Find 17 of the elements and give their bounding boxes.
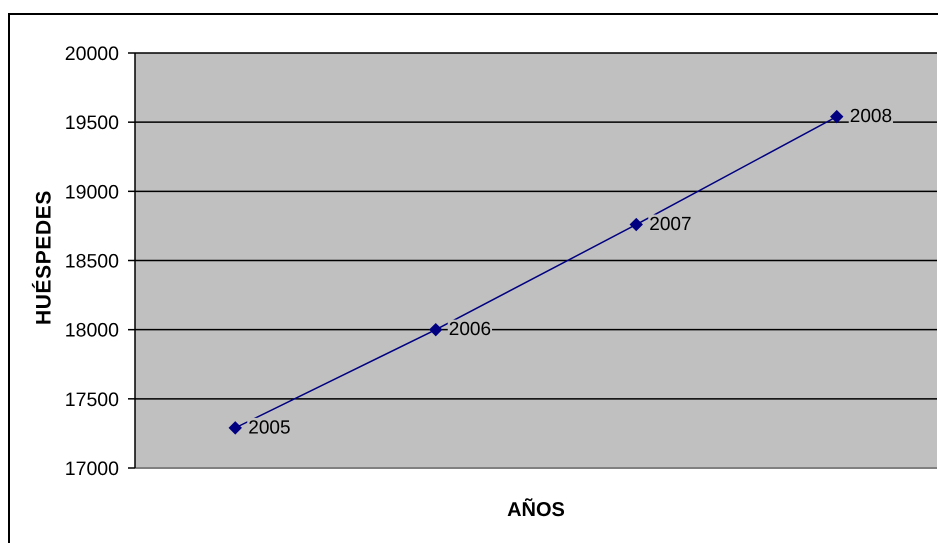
x-tick-label: 2008 [850, 106, 892, 128]
point [228, 421, 242, 434]
x-tick-label: 2006 [448, 319, 492, 340]
y-tick-label: 18000 [64, 320, 120, 342]
y-tick-label: 18500 [64, 250, 120, 272]
y-tick-label: 17000 [64, 458, 120, 480]
y-axis-title: HUÉSPEDES [32, 190, 56, 325]
x-axis-title: AÑOS [507, 498, 565, 521]
y-tick-label: 19500 [64, 112, 120, 134]
point [830, 110, 844, 124]
x-tick-label: 2007 [649, 214, 692, 236]
y-tick-label: 20000 [64, 42, 120, 65]
point [429, 323, 442, 336]
point [630, 218, 643, 232]
y-tick-label: 19000 [64, 181, 120, 204]
y-tick-label: 17500 [64, 388, 120, 411]
x-tick-label: 2005 [248, 417, 291, 438]
